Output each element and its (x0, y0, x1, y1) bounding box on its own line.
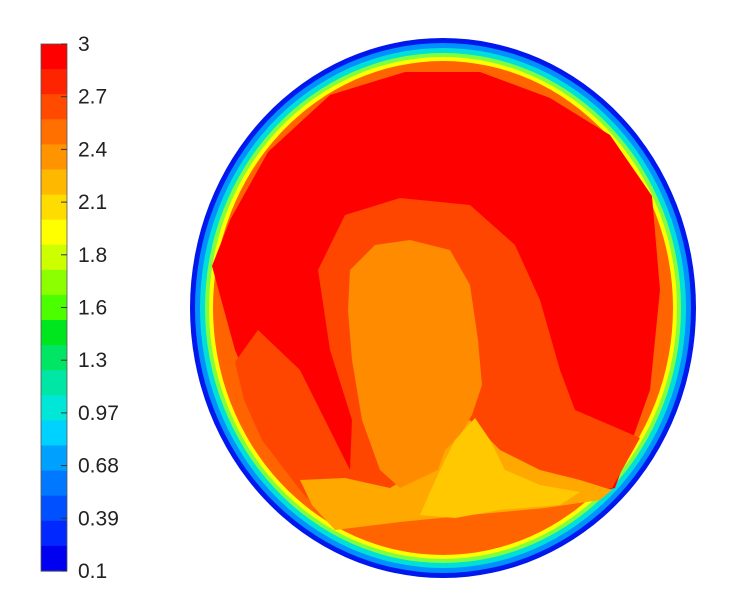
colorbar-band (41, 320, 67, 346)
colorbar-tick-label: 2.4 (78, 138, 108, 161)
colorbar-band (41, 395, 67, 422)
colorbar-band (41, 445, 67, 472)
colorbar-band (41, 269, 67, 296)
colorbar-band (41, 470, 67, 497)
colorbar-band (41, 94, 67, 120)
colorbar-band (41, 520, 67, 547)
colorbar-band (41, 219, 67, 246)
colorbar-tick-label: 0.97 (78, 402, 119, 425)
colorbar-band (41, 370, 67, 396)
colorbar-band (41, 69, 67, 95)
inner-orange-core (348, 240, 482, 488)
colorbar-band (41, 119, 67, 145)
colorbar-tick-label: 0.39 (78, 507, 119, 530)
colorbar-tick-label: 2.1 (78, 191, 107, 214)
contour-plot (190, 38, 696, 578)
colorbar-tick-label: 1.3 (78, 349, 107, 372)
colorbar-band (41, 495, 67, 522)
colorbar-band (41, 194, 67, 221)
colorbar-tick-label: 3 (78, 33, 90, 56)
colorbar-band (41, 44, 67, 70)
colorbar-band (41, 545, 67, 572)
colorbar-band (41, 420, 67, 447)
colorbar-tick-label: 1.8 (78, 244, 107, 267)
colorbar-band (41, 244, 67, 271)
colorbar-tick-label: 0.1 (78, 560, 107, 583)
colorbar-tick-label: 1.6 (78, 297, 107, 320)
colorbar-band (41, 345, 67, 371)
colorbar (40, 43, 68, 572)
colorbar-tick-labels: 3 2.7 2.4 2.1 1.8 1.6 1.3 0.97 0.68 0.39 0.1 (78, 33, 119, 583)
colorbar-tick-label: 0.68 (78, 455, 119, 478)
lower-yellow-patch (420, 418, 580, 518)
colorbar-tick-label: 2.7 (78, 86, 107, 109)
colorbar-band (41, 169, 67, 196)
colorbar-band (41, 144, 67, 171)
